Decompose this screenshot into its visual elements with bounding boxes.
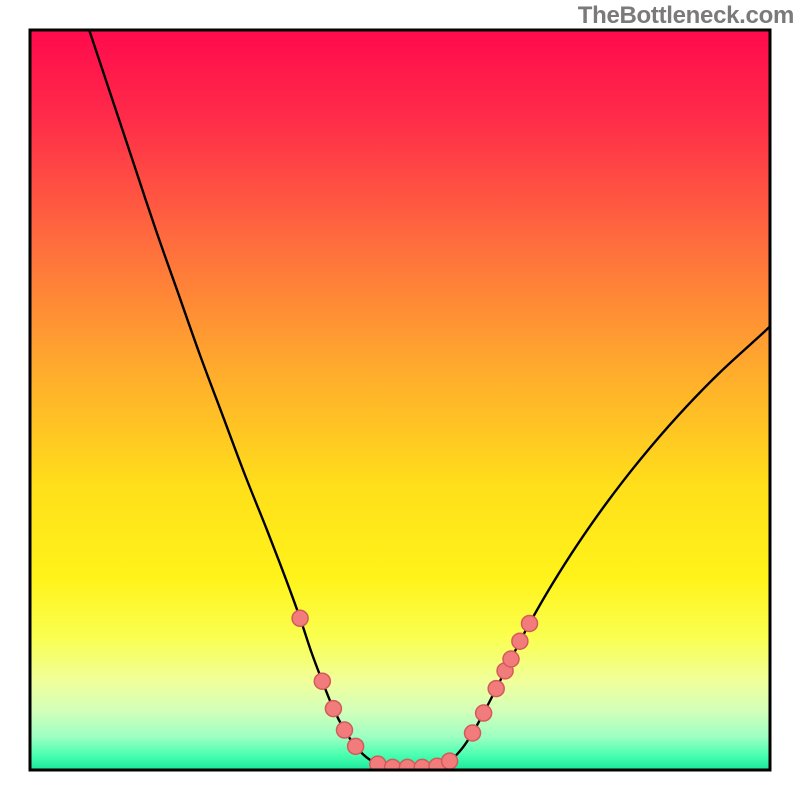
data-marker: [314, 673, 330, 689]
bottleneck-chart: [0, 0, 800, 800]
data-marker: [414, 759, 430, 775]
data-marker: [348, 738, 364, 754]
data-marker: [488, 681, 504, 697]
data-marker: [476, 705, 492, 721]
chart-container: TheBottleneck.com: [0, 0, 800, 800]
plot-background: [30, 30, 770, 770]
data-marker: [503, 651, 519, 667]
data-marker: [399, 759, 415, 775]
data-marker: [512, 633, 528, 649]
data-marker: [465, 725, 481, 741]
data-marker: [325, 701, 341, 717]
data-marker: [522, 615, 538, 631]
data-marker: [292, 610, 308, 626]
data-marker: [442, 753, 458, 769]
data-marker: [337, 722, 353, 738]
data-marker: [385, 759, 401, 775]
